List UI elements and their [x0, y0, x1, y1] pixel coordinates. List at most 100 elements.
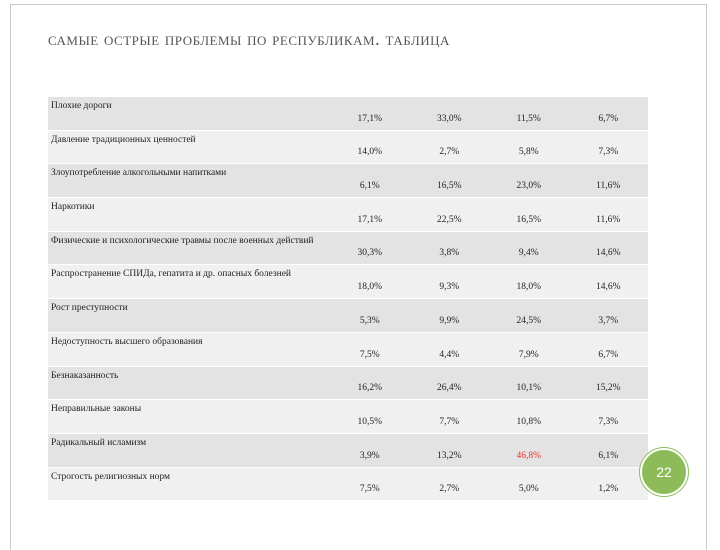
value-cell: 6,1% [330, 163, 410, 199]
value-cell: 22,5% [409, 197, 489, 232]
table-row: Неправильные законы 10,5% 7,7% 10,8% 7,3% [48, 399, 648, 434]
row-label-cell: Плохие дороги [48, 97, 330, 131]
table-row: Недоступность высшего образования 7,5% 4,4… [48, 332, 648, 367]
cell-value: 3,9% [359, 450, 380, 461]
cell-value: 3,8% [439, 248, 460, 259]
cell-value: 3,7% [598, 315, 619, 326]
row-label-cell: Наркотики [48, 197, 330, 232]
cell-value: 14,0% [357, 147, 383, 158]
cell-value: 24,5% [516, 315, 542, 326]
value-cell: 33,0% [409, 97, 489, 131]
cell-value: 7,3% [598, 416, 619, 427]
table-row: Распространение СПИДа, гепатита и др. оп… [48, 264, 648, 300]
value-cell: 15,2% [568, 366, 648, 401]
value-cell: 3,9% [330, 433, 410, 468]
value-cell: 13,2% [409, 433, 489, 468]
value-cell: 10,1% [489, 366, 569, 401]
cell-value: 5,3% [359, 315, 380, 326]
cell-value: 9,3% [439, 282, 460, 293]
value-cell: 7,3% [568, 399, 648, 434]
cell-value: 23,0% [516, 181, 542, 192]
value-cell: 9,4% [489, 231, 569, 266]
cell-value: 11,6% [596, 214, 621, 225]
table-row: Плохие дороги 17,1% 33,0% 11,5% 6,7% [48, 97, 648, 131]
value-cell: 17,1% [330, 97, 410, 131]
cell-value: 16,2% [357, 383, 383, 394]
cell-value: 6,7% [598, 113, 619, 124]
cell-value: 30,3% [357, 248, 383, 259]
cell-value: 14,6% [595, 248, 621, 259]
value-cell: 7,3% [568, 130, 648, 165]
table-row: Радикальный исламизм 3,9% 13,2% 46,8% 6,1% [48, 433, 648, 468]
cell-value: 16,5% [436, 181, 462, 192]
cell-value: 7,9% [518, 349, 539, 360]
cell-value: 17,1% [357, 214, 383, 225]
cell-value: 1,2% [598, 484, 619, 495]
slide-frame [10, 4, 707, 550]
value-cell: 17,1% [330, 197, 410, 232]
value-cell: 18,0% [330, 264, 410, 300]
cell-value: 22,5% [436, 214, 462, 225]
table-row: Безнаказанность 16,2% 26,4% 10,1% 15,2% [48, 366, 648, 401]
row-label-cell: Давление традиционных ценностей [48, 130, 330, 165]
cell-value: 6,1% [359, 181, 380, 192]
value-cell: 11,6% [568, 163, 648, 199]
value-cell: 10,8% [489, 399, 569, 434]
value-cell: 7,5% [330, 332, 410, 367]
value-cell: 1,2% [568, 467, 648, 502]
value-cell: 26,4% [409, 366, 489, 401]
value-cell: 16,5% [409, 163, 489, 199]
cell-value: 18,0% [516, 282, 542, 293]
row-label-cell: Злоупотребление алкогольными напитками [48, 163, 330, 199]
cell-value: 46,8% [516, 450, 542, 461]
value-cell: 6,7% [568, 332, 648, 367]
cell-value: 7,7% [439, 416, 460, 427]
slide-title: Самые острые проблемы по республикам. та… [48, 29, 450, 50]
value-cell: 2,7% [409, 130, 489, 165]
table-row: Давление традиционных ценностей 14,0% 2,7%… [48, 130, 648, 165]
page-number: 22 [640, 448, 688, 496]
value-cell: 14,0% [330, 130, 410, 165]
table-row: Злоупотребление алкогольными напитками 6,… [48, 163, 648, 199]
value-cell: 23,0% [489, 163, 569, 199]
cell-value: 4,4% [439, 349, 460, 360]
row-label-cell: Радикальный исламизм [48, 433, 330, 468]
cell-value: 7,3% [598, 147, 619, 158]
value-cell: 7,5% [330, 467, 410, 502]
table-row: Рост преступности 5,3% 9,9% 24,5% 3,7% [48, 298, 648, 333]
value-cell: 3,8% [409, 231, 489, 266]
value-cell: 9,9% [409, 298, 489, 333]
value-cell: 4,4% [409, 332, 489, 367]
value-cell: 3,7% [568, 298, 648, 333]
cell-value: 7,5% [359, 484, 380, 495]
row-label-cell: Физические и психологические травмы посл… [48, 231, 330, 266]
row-label-cell: Неправильные законы [48, 399, 330, 434]
table-body: Плохие дороги 17,1% 33,0% 11,5% 6,7% Давление… [48, 97, 648, 502]
cell-value: 17,1% [357, 113, 383, 124]
cell-value: 15,2% [595, 383, 621, 394]
value-cell: 5,3% [330, 298, 410, 333]
table-row: Физические и психологические травмы посл… [48, 231, 648, 266]
value-cell: 46,8% [489, 433, 569, 468]
value-cell: 24,5% [489, 298, 569, 333]
cell-value: 7,5% [359, 349, 380, 360]
cell-value: 6,1% [598, 450, 619, 461]
cell-value: 11,5% [516, 113, 541, 124]
table-row: Строгость религиозных норм 7,5% 2,7% 5,0% 1,… [48, 467, 648, 502]
value-cell: 11,6% [568, 197, 648, 232]
data-table: Плохие дороги 17,1% 33,0% 11,5% 6,7% Давление… [48, 97, 648, 502]
cell-value: 13,2% [436, 450, 462, 461]
value-cell: 9,3% [409, 264, 489, 300]
value-cell: 14,6% [568, 231, 648, 266]
row-label-cell: Рост преступности [48, 298, 330, 333]
cell-value: 16,5% [516, 214, 542, 225]
cell-value: 18,0% [357, 282, 383, 293]
cell-value: 26,4% [436, 383, 462, 394]
value-cell: 11,5% [489, 97, 569, 131]
cell-value: 2,7% [439, 484, 460, 495]
value-cell: 5,8% [489, 130, 569, 165]
cell-value: 9,9% [439, 315, 460, 326]
cell-value: 5,0% [518, 484, 539, 495]
value-cell: 30,3% [330, 231, 410, 266]
